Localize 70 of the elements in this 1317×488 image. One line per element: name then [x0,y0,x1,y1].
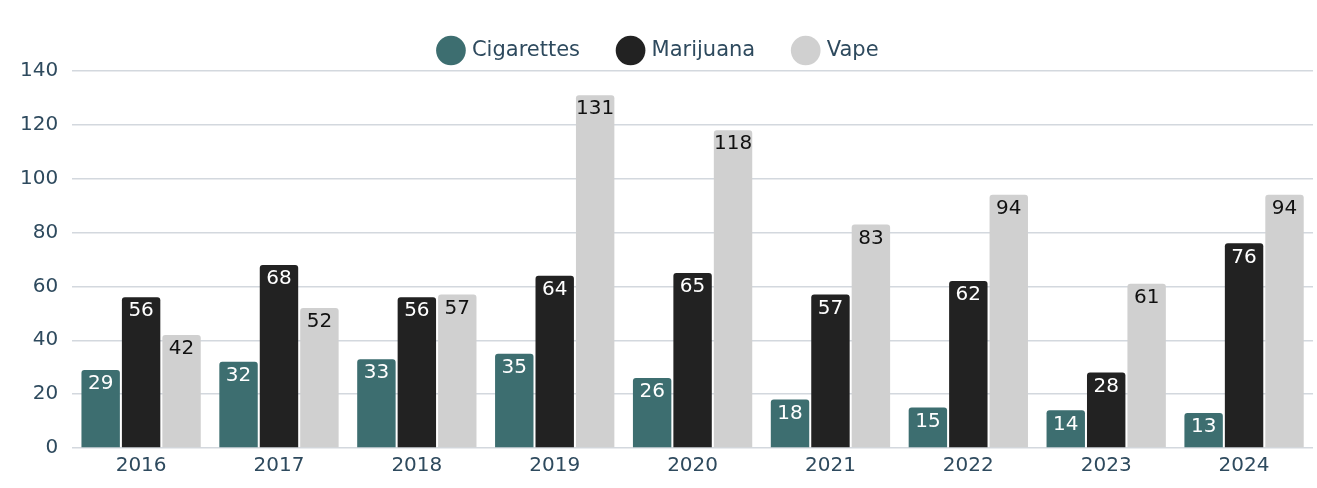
data-label: 52 [306,308,333,333]
data-label: 62 [955,281,982,306]
y-tick-label: 40 [32,326,59,351]
bar [121,297,161,448]
y-tick-label: 0 [45,434,59,459]
data-label: 35 [501,353,527,378]
x-tick-label: 2024 [1218,452,1270,477]
bar [811,294,850,448]
bar [1127,283,1166,448]
data-label: 118 [713,130,753,155]
data-label: 57 [444,294,471,319]
x-tick-label: 2018 [391,452,443,477]
y-tick-label: 140 [19,57,59,82]
data-label: 15 [915,407,941,432]
data-label: 94 [996,195,1022,220]
y-tick-label: 100 [19,164,59,189]
x-tick-label: 2021 [805,452,856,477]
data-label: 57 [817,294,844,319]
bar [438,294,477,448]
bar [259,264,299,448]
bar [300,307,339,448]
x-tick-label: 2022 [942,452,994,477]
bar [162,334,201,448]
data-label: 64 [541,275,568,300]
data-label: 131 [576,95,615,120]
bar [989,194,1028,448]
x-tick-label: 2017 [253,452,305,477]
data-label: 83 [858,224,884,249]
data-label: 18 [777,399,803,424]
bar [357,359,396,448]
data-label: 76 [1231,243,1257,268]
bar [535,275,574,448]
data-label: 13 [1190,413,1217,438]
y-tick-label: 20 [32,380,59,405]
bar [219,361,258,448]
data-label: 65 [679,273,706,298]
data-label: 33 [363,359,390,384]
bar [575,95,615,448]
data-label: 32 [225,362,252,387]
x-tick-label: 2019 [529,452,581,477]
bar [495,353,534,448]
data-label: 14 [1053,410,1079,435]
data-label: 56 [128,297,154,322]
data-label: 26 [639,378,665,403]
legend-label: Marijuana [651,36,756,61]
y-tick-label: 80 [32,218,59,243]
y-tick-label: 60 [32,272,59,297]
bar [397,297,437,448]
bar [1224,243,1264,448]
bar [673,272,712,448]
x-tick-label: 2016 [115,452,167,477]
legend-label: Cigarettes [471,36,581,61]
bar [1086,372,1126,448]
data-label: 28 [1093,372,1119,397]
data-label: 42 [168,335,195,360]
bar [1265,194,1304,448]
bar [949,281,988,448]
bar [713,130,753,448]
y-tick-label: 120 [19,111,59,136]
data-label: 29 [87,370,114,395]
bar [851,224,891,448]
legend-label: Vape [826,36,879,61]
data-label: 56 [404,297,430,322]
bar [81,369,120,448]
data-label: 94 [1271,195,1298,220]
x-tick-label: 2020 [667,452,719,477]
data-label: 61 [1133,283,1160,308]
x-tick-label: 2023 [1080,452,1132,477]
data-label: 68 [266,265,292,290]
bar [632,377,672,448]
